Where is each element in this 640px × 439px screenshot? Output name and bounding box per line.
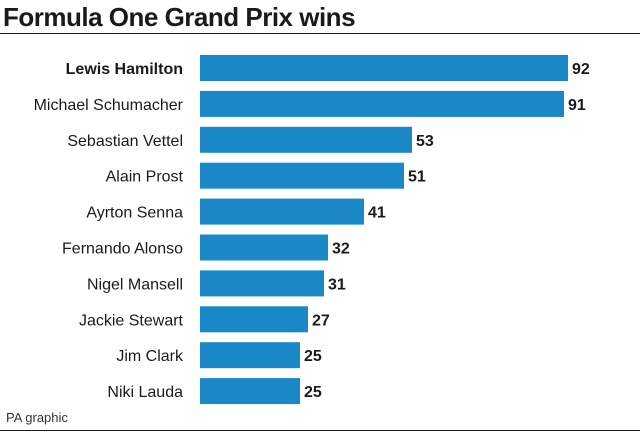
bar — [200, 306, 308, 333]
value-label: 27 — [312, 312, 330, 329]
category-label: Jackie Stewart — [79, 312, 184, 329]
value-label: 31 — [328, 276, 346, 293]
bar — [200, 270, 324, 297]
footer-divider — [0, 430, 640, 431]
category-label: Alain Prost — [106, 169, 184, 186]
bar — [200, 342, 300, 369]
value-label: 51 — [408, 169, 426, 186]
category-label: Sebastian Vettel — [67, 133, 183, 150]
title-divider — [0, 33, 640, 34]
value-label: 32 — [332, 241, 350, 258]
value-label: 91 — [568, 97, 586, 114]
value-label: 92 — [572, 61, 590, 78]
value-label: 41 — [368, 205, 386, 222]
category-label: Nigel Mansell — [87, 276, 183, 293]
bar — [200, 162, 404, 189]
value-label: 25 — [304, 384, 322, 401]
category-label: Fernando Alonso — [62, 241, 183, 258]
chart-title: Formula One Grand Prix wins — [3, 2, 356, 32]
category-label: Lewis Hamilton — [66, 61, 183, 78]
source-label: PA graphic — [6, 410, 68, 425]
category-label: Ayrton Senna — [86, 205, 183, 222]
bar — [200, 55, 568, 81]
category-label: Michael Schumacher — [34, 97, 184, 114]
value-label: 25 — [304, 348, 322, 365]
bar — [200, 90, 564, 117]
category-label: Niki Lauda — [107, 384, 183, 401]
bar — [200, 378, 300, 405]
category-label: Jim Clark — [116, 348, 184, 365]
bar — [200, 198, 364, 225]
bar — [200, 126, 412, 153]
value-label: 53 — [416, 133, 434, 150]
bar — [200, 234, 328, 261]
